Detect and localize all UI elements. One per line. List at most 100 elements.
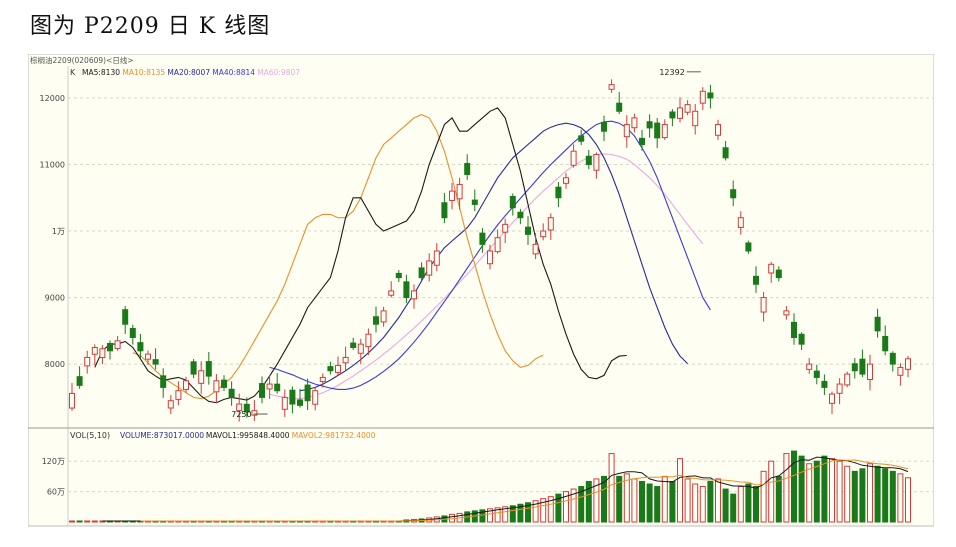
volume-bar [494,507,501,523]
volume-bar [737,486,744,523]
mavol2-line [140,459,909,522]
candle-body [236,403,243,412]
volume-bar [783,453,790,523]
candle-body [441,202,448,219]
candle-body [859,358,866,375]
candle-body [175,390,182,400]
candle-body [585,155,592,165]
volume-bar [821,455,828,523]
candle-body [122,309,129,325]
volume-bar [540,498,547,523]
candle-body [798,333,805,345]
candle-body [821,380,828,388]
candle-body [160,375,167,388]
ma10-line [132,114,544,400]
volume-bar [760,470,767,523]
volume-bar [563,491,569,523]
candle-body [494,237,501,253]
volume-panel-label: VOL(5,10) [70,431,110,440]
candle-body [889,352,896,365]
volume-layer [69,450,911,523]
candle-body [304,384,311,402]
volume-bar [555,493,562,523]
candle-body [593,154,600,171]
candle-body [114,340,121,349]
candle-body [783,310,790,316]
volume-bar [517,503,524,523]
volume-bar [889,470,896,523]
volume-legend-item: MAVOL2:981732.4000 [292,431,376,440]
candle-body [547,217,554,231]
volume-bar [707,480,714,523]
volume-bar [829,458,835,523]
volume-bar [502,506,509,523]
candle-body [570,150,577,166]
candle-body [449,190,455,201]
volume-bar [487,508,493,523]
volume-bar [798,455,805,523]
candle-body [129,327,136,338]
volume-bar [608,453,615,523]
candle-body [198,370,205,384]
candle-body [350,342,357,348]
candle-body [274,383,281,392]
candle-body [616,102,623,112]
candle-body [905,358,911,370]
price-legend-item: MA10:8135 [122,68,165,77]
candle-body [335,364,341,373]
volume-legend-item: VOLUME:873017.0000 [120,431,204,440]
candle-body [555,186,562,199]
candle-body [608,84,615,90]
candle-body [806,363,813,370]
candle-body [722,147,729,159]
volume-bar [76,520,83,523]
volume-bar [601,475,607,523]
ma60-line [269,153,704,400]
candle-body [395,272,402,279]
candle-body [464,162,471,175]
price-tick-label: 9000 [45,294,65,303]
candle-body [646,121,653,129]
candle-body [221,379,227,388]
instrument-label: 棕榈油2209(020609)<日线> [30,55,134,65]
candle-body [654,122,661,139]
candle-body [874,316,881,332]
volume-bar [851,470,858,523]
candle-body [251,410,258,416]
candle-body [715,124,721,136]
candle-body [342,356,349,364]
volume-bar [859,468,866,523]
candle-body [259,383,265,398]
volume-bar [479,509,486,523]
price-tick-label: 8000 [45,360,65,369]
candle-body [289,389,296,405]
volume-bar [570,488,577,523]
annotation-label: 7250 [231,410,251,419]
candle-body [380,310,387,323]
volume-bar [623,473,630,523]
candle-body [479,232,486,245]
candle-body [456,183,463,200]
price-tick-label: 1万 [52,227,65,236]
candle-body [684,104,691,113]
annotation-label: 12392 [659,68,684,77]
candle-body [312,390,319,405]
candle-body [411,290,417,300]
candle-body [373,316,379,325]
volume-bar [753,486,759,523]
volume-bar [684,478,691,523]
volume-bar [844,465,851,523]
volume-bar [69,520,75,523]
candle-body [107,342,113,352]
candle-body [844,373,851,386]
volume-bar [585,480,592,523]
candle-body [851,363,858,372]
candle-body [707,92,714,99]
candle-body [152,359,159,365]
volume-bar [813,460,820,523]
candle-body [167,400,174,409]
volume-bar [654,486,661,523]
candle-body [99,348,106,359]
kline-chart[interactable]: 棕榈油2209(020609)<日线> K VOL(5,10) 8000 9000… [27,53,935,528]
candle-body [813,370,820,378]
